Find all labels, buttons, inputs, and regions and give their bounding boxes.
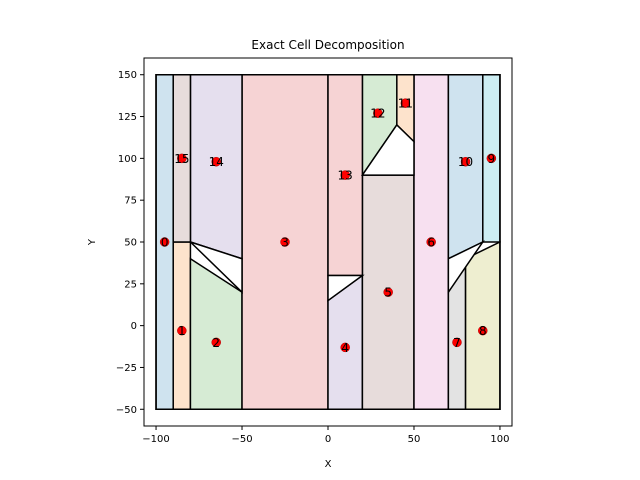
cell-label-3: 3 [281,236,289,250]
centroid-point-15 [177,153,187,164]
centroid-point-14 [211,156,221,167]
centroid-point-0 [159,237,170,247]
cell-label-5: 5 [384,286,392,300]
cell-label-14: 14 [209,155,224,169]
x-tick-label-100: 100 [490,434,509,445]
cell-label-15: 15 [174,152,189,166]
y-tick-label-0: 0 [131,321,137,332]
y-axis-label: Y [87,238,98,246]
x-tick-label--50: −50 [231,434,252,445]
centroid-point-2 [211,337,221,348]
cell-label-11: 11 [398,97,413,111]
centroid-point-6 [426,237,436,247]
centroid-point-10 [460,156,471,167]
centroid-point-1 [177,325,187,336]
x-tick-label-0: 0 [325,434,331,445]
centroid-point-4 [340,342,350,353]
obstacle-1 [327,274,365,303]
centroid-point-3 [280,237,290,247]
cell-label-8: 8 [479,324,487,338]
cell-label-7: 7 [453,336,461,350]
cell-label-1: 1 [178,324,186,338]
y-tick-label-100: 100 [118,154,137,165]
cell-label-2: 2 [212,336,220,350]
obstacle-0 [189,241,243,294]
centroid-point-7 [452,337,462,348]
y-tick-label-125: 125 [118,112,137,123]
centroid-point-11 [400,98,411,108]
cell-label-9: 9 [488,152,496,166]
obstacle-2 [360,123,415,176]
x-tick-label--100: −100 [142,434,169,445]
y-tick-label-50: 50 [124,238,137,249]
centroid-point-12 [373,108,383,118]
centroid-point-9 [486,153,497,164]
cell-label-4: 4 [341,341,349,355]
y-tick-label-150: 150 [118,70,137,81]
cell-label-0: 0 [161,236,169,250]
chart-title: Exact Cell Decomposition [251,38,404,52]
centroid-point-8 [478,325,488,336]
x-axis-label: X [325,459,332,470]
y-tick-label--25: −25 [116,363,137,374]
cell-label-10: 10 [458,155,473,169]
x-tick-label-50: 50 [408,434,421,445]
y-tick-label-75: 75 [124,196,137,207]
cell-label-12: 12 [370,107,385,121]
obstacle-3 [447,240,485,295]
y-tick-label-25: 25 [124,279,137,290]
centroid-point-13 [340,170,350,180]
centroid-point-5 [383,287,393,297]
cell-label-6: 6 [427,236,435,250]
workspace-boundary [155,73,501,411]
y-tick-label--50: −50 [116,405,137,416]
cell-label-13: 13 [338,169,353,183]
